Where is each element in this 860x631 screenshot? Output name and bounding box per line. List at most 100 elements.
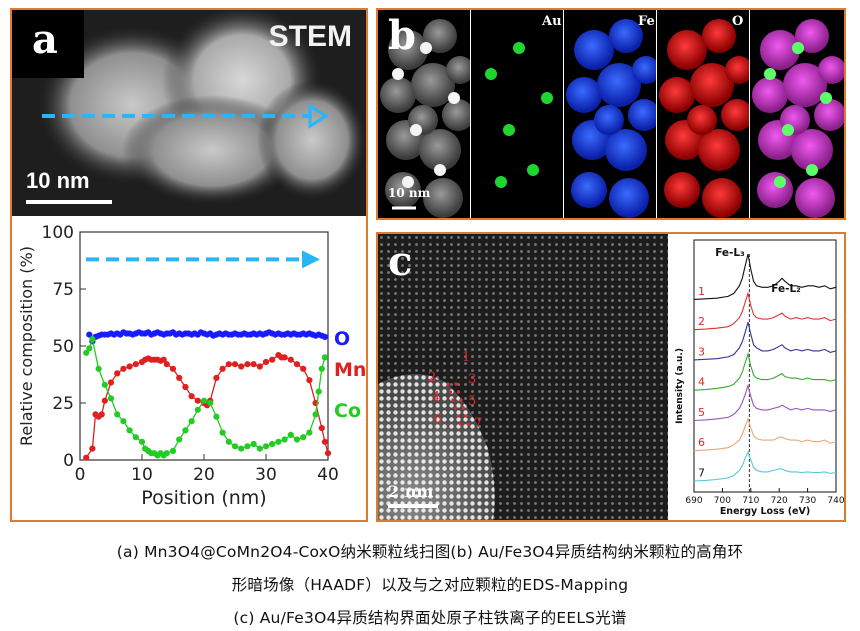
- eels-spectrum-6: [693, 417, 837, 452]
- panel-a-letter: a: [32, 16, 58, 63]
- eels-series-label-3: 3: [698, 345, 705, 358]
- series-label-co: Co: [334, 400, 361, 422]
- data-point-co: [86, 345, 93, 352]
- data-point-mn: [83, 454, 90, 461]
- channel-label-au: Au: [542, 14, 562, 29]
- atom-column-marker: [464, 414, 468, 418]
- data-point-co: [219, 429, 226, 436]
- peak-label-fe-l3: Fe-L₃: [715, 247, 745, 259]
- data-point-co: [83, 349, 90, 356]
- data-point-mn: [269, 356, 276, 363]
- column-label-6: 6: [434, 412, 443, 427]
- eels-series-label-4: 4: [698, 376, 705, 389]
- data-point-mn: [160, 356, 167, 363]
- line-scan-arrow-head: [302, 250, 320, 269]
- data-point-mn: [101, 397, 108, 404]
- data-point-mn: [213, 374, 220, 381]
- eels-x-tick-label: 720: [771, 496, 788, 506]
- atom-column-marker: [461, 406, 466, 410]
- data-point-co: [169, 447, 177, 454]
- x-tick-label: 30: [255, 465, 277, 485]
- panel-b: b 10 nm Au Fe O: [376, 8, 846, 220]
- atom-column-marker: [458, 422, 463, 426]
- caption-line-2: 形暗场像（HAADF）以及与之对应颗粒的EDS-Mapping: [231, 576, 629, 594]
- data-point-mn: [231, 361, 239, 368]
- data-point-mn: [219, 365, 226, 372]
- data-point-co: [194, 406, 201, 413]
- eels-spectrum-2: [693, 291, 837, 331]
- eels-xlabel: Energy Loss (eV): [720, 506, 810, 517]
- eels-series-label-2: 2: [698, 315, 705, 328]
- data-point-co: [287, 431, 294, 438]
- column-label-3: 3: [468, 372, 477, 387]
- atom-column-marker: [459, 398, 463, 402]
- line-scan-xlabel: Position (nm): [141, 487, 266, 509]
- data-point-co: [321, 354, 328, 361]
- data-point-co: [114, 411, 121, 418]
- data-point-co: [306, 429, 313, 436]
- y-tick-label: 100: [42, 223, 74, 243]
- data-point-mn: [194, 397, 201, 404]
- data-point-co: [95, 365, 102, 372]
- series-label-o: O: [334, 328, 350, 350]
- eds-tile: [566, 19, 656, 218]
- eels-series-label-1: 1: [698, 285, 705, 298]
- data-point-co: [225, 438, 232, 445]
- caption-line-1: (a) Mn3O4@CoMn2O4-CoxO纳米颗粒线扫图(b) Au/Fe3O…: [116, 543, 744, 561]
- line-scan-ylabel: Relative composition (%): [17, 246, 36, 446]
- data-point-co: [238, 445, 245, 452]
- eels-x-tick-label: 690: [685, 496, 702, 506]
- x-tick-label: 0: [75, 465, 86, 485]
- data-point-co: [269, 440, 276, 448]
- line-scan-plot-frame: [79, 231, 329, 461]
- column-label-7: 7: [474, 416, 483, 431]
- eds-mapping-graphic: [378, 10, 844, 218]
- data-point-co: [138, 438, 146, 445]
- column-label-1: 1: [462, 350, 471, 365]
- data-point-mn: [169, 365, 177, 372]
- eds-tile-au: [485, 42, 553, 188]
- data-point-mn: [132, 361, 139, 368]
- y-tick-label: 75: [52, 280, 74, 300]
- data-point-mn: [120, 365, 127, 372]
- data-point-co: [275, 438, 282, 445]
- data-point-mn: [262, 358, 270, 366]
- panel-c-scale-label: 2 nm: [388, 482, 434, 501]
- x-tick-label: 10: [131, 465, 153, 485]
- data-point-co: [132, 434, 139, 441]
- line-scan-chart: 0 25 50 75 100 0 10 20 30 40 O Mn Co Position (nm)…: [17, 223, 366, 509]
- data-point-co: [126, 427, 133, 434]
- data-point-co: [250, 440, 257, 448]
- eels-spectrum-chart: 690 700 710 720 730 740 1 2 3 4 5 6 7 Fe-L₃ Fe-L₂ En…: [675, 239, 844, 517]
- data-point-mn: [182, 383, 189, 391]
- series-label-mn: Mn: [334, 359, 366, 381]
- y-tick-label: 25: [52, 394, 74, 414]
- data-point-co: [300, 434, 307, 441]
- data-point-o: [321, 333, 328, 340]
- data-point-co: [163, 450, 170, 457]
- eds-tile: [380, 19, 470, 218]
- eels-x-tick-label: 740: [827, 496, 844, 506]
- column-label-5: 5: [468, 394, 477, 409]
- data-point-co: [120, 418, 127, 425]
- data-point-co: [293, 436, 301, 443]
- eds-tile: [752, 19, 844, 218]
- peak-label-fe-l2: Fe-L₂: [771, 283, 801, 295]
- atom-column-marker: [453, 406, 458, 410]
- stem-label: STEM: [268, 20, 352, 53]
- data-point-co: [262, 443, 270, 450]
- panel-b-scale-label: 10 nm: [388, 186, 431, 200]
- data-point-mn: [318, 425, 325, 432]
- data-point-mn: [250, 361, 257, 368]
- data-point-mn: [225, 361, 232, 368]
- stem-image-graphic: [12, 10, 366, 216]
- data-point-mn: [244, 361, 251, 368]
- eels-x-tick-label: 730: [799, 496, 816, 506]
- data-point-mn: [107, 379, 115, 386]
- data-point-co: [231, 443, 239, 450]
- atom-column-marker: [448, 390, 453, 394]
- data-point-co: [107, 395, 115, 402]
- eds-tile: [659, 19, 749, 218]
- data-point-mn: [300, 365, 307, 372]
